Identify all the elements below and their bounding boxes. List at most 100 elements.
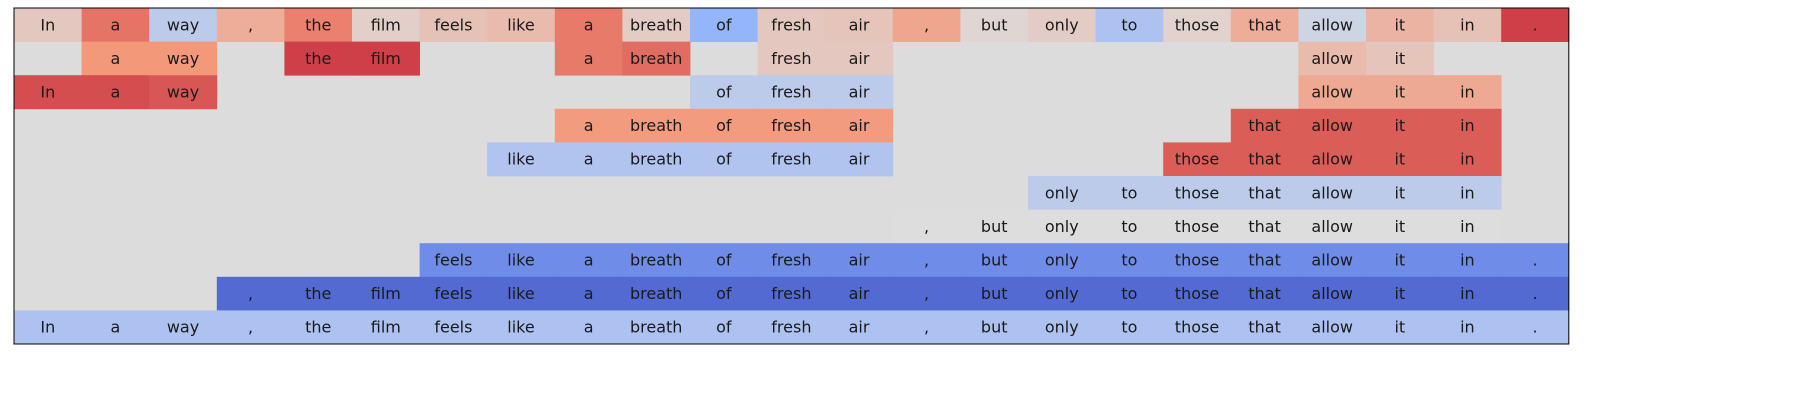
token-label: fresh [771,318,811,337]
heatmap-cell [825,75,894,110]
token-label: a [584,251,594,270]
token-label: a [584,15,594,34]
token-label: a [110,15,120,34]
heatmap-cell [81,310,150,345]
token-label: a [584,49,594,68]
heatmap-cell [149,41,218,76]
token-label: like [507,150,534,169]
token-label: air [849,284,870,303]
heatmap-cell [622,108,691,143]
heatmap-cell [487,243,556,278]
heatmap-cells [14,8,1570,345]
heatmap-cell [81,75,150,110]
heatmap-cell [216,8,285,42]
heatmap-cell [1163,176,1232,210]
token-label: way [167,83,199,102]
token-label: that [1248,150,1281,169]
heatmap-cell [1433,108,1502,143]
heatmap-cell [960,209,1029,244]
heatmap-cell [825,310,894,345]
token-label: in [1460,251,1475,270]
token-label: feels [434,251,472,270]
token-label: , [924,217,929,236]
token-label: feels [434,318,472,337]
token-label: allow [1311,217,1353,236]
token-label: air [849,15,870,34]
token-label: it [1394,183,1405,202]
token-label: of [716,318,732,337]
token-label: in [1460,150,1475,169]
token-label: those [1175,318,1219,337]
heatmap-cell [757,108,826,143]
token-label: to [1121,183,1137,202]
token-label: . [1532,318,1537,337]
token-label: a [584,116,594,135]
token-label: way [167,15,199,34]
heatmap-cell [757,276,826,311]
heatmap-cell [1433,310,1502,345]
heatmap-cell [622,310,691,345]
token-label: fresh [771,49,811,68]
token-label: allow [1311,183,1353,202]
token-label: in [1460,318,1475,337]
heatmap-cell [419,276,488,311]
heatmap-cell [1366,209,1434,244]
token-label: that [1248,183,1281,202]
heatmap-cell [284,276,353,311]
token-label: but [981,15,1008,34]
heatmap-cell [487,8,556,42]
token-label: that [1248,116,1281,135]
heatmap-cell [149,8,218,42]
heatmap-cell [825,276,894,311]
token-label: of [716,15,732,34]
token-label: those [1175,217,1219,236]
token-label: , [248,15,253,34]
heatmap-cell [554,108,623,143]
token-label: , [924,251,929,270]
heatmap-cell [1163,276,1232,311]
token-label: way [167,318,199,337]
token-label: it [1394,116,1405,135]
token-label: way [167,49,199,68]
token-label: to [1121,15,1137,34]
token-label: only [1045,284,1079,303]
heatmap-cell [1501,310,1570,345]
token-label: the [305,318,331,337]
heatmap-cell [622,243,691,278]
token-label: of [716,116,732,135]
token-label: feels [434,284,472,303]
heatmap-cell [960,243,1029,278]
heatmap-cell [1028,209,1096,244]
heatmap-cell [825,142,894,177]
token-label: feels [434,15,472,34]
token-label: air [849,49,870,68]
token-label: . [1532,15,1537,34]
token-label: but [981,251,1008,270]
token-label: the [305,15,331,34]
token-label: air [849,116,870,135]
heatmap-cell [1095,209,1164,244]
heatmap-cell [960,310,1029,345]
token-label: in [1460,15,1475,34]
heatmap-cell [1095,8,1164,42]
heatmap-cell [892,8,961,42]
heatmap-cell [1028,243,1096,278]
token-label: in [1460,183,1475,202]
heatmap-cell [1433,209,1502,244]
heatmap-cell [554,310,623,345]
heatmap-cell [1366,276,1434,311]
heatmap-cell [960,276,1029,311]
heatmap-cell [14,310,82,345]
token-label: fresh [771,116,811,135]
token-label: breath [630,150,682,169]
heatmap-cell [892,243,961,278]
heatmap-cell [1501,276,1570,311]
token-label: to [1121,251,1137,270]
heatmap-cell [1298,41,1367,76]
heatmap-cell [1298,142,1367,177]
heatmap-cell [81,8,150,42]
heatmap-cell [554,8,623,42]
heatmap-cell [419,8,488,42]
heatmap-cell [1230,243,1299,278]
